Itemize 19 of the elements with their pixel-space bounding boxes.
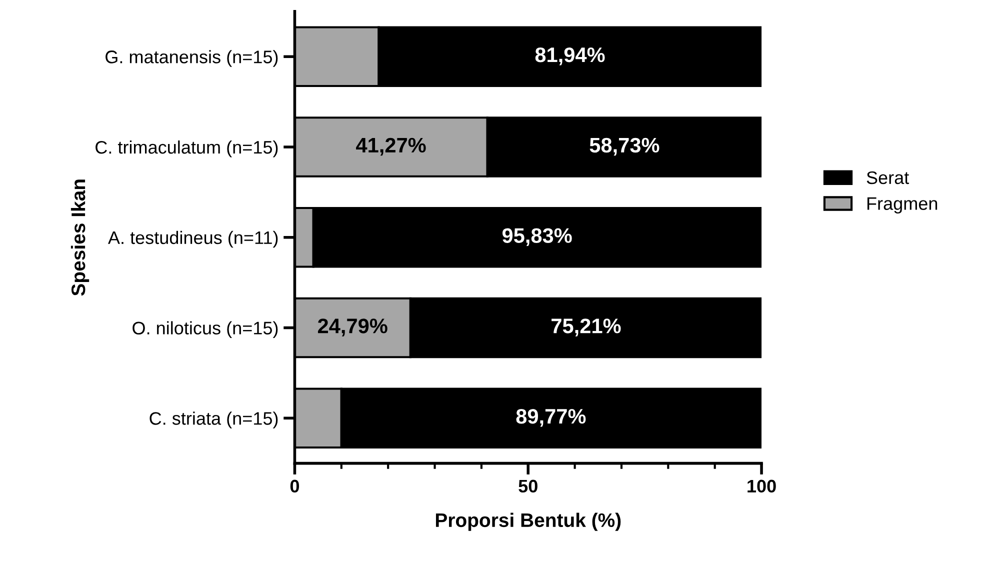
y-tick-label: C. striata (n=15) xyxy=(150,412,278,428)
data-label: 89,77% xyxy=(516,408,586,427)
legend-label: Serat xyxy=(866,171,910,184)
data-label: 58,73% xyxy=(590,138,660,156)
x-tick-label: 100 xyxy=(748,480,776,493)
y-axis-title: Spesies Ikan xyxy=(70,180,90,296)
y-tick-label: C. trimaculatum (n=15) xyxy=(96,140,278,158)
data-label: 75,21% xyxy=(552,318,621,336)
x-axis-title: Proporsi Bentuk (%) xyxy=(436,512,621,531)
legend-label: Fragmen xyxy=(867,197,938,214)
data-label: 41,27% xyxy=(356,138,426,156)
y-tick-label: G. matanensis (n=15) xyxy=(106,50,278,67)
data-label: 81,94% xyxy=(535,47,605,66)
x-tick-label: 50 xyxy=(518,480,538,493)
data-label: 95,83% xyxy=(502,228,572,246)
data-label: 24,79% xyxy=(318,318,388,336)
y-tick-label: A. testudineus (n=11) xyxy=(108,230,278,248)
x-tick-label: 0 xyxy=(290,480,300,493)
y-tick-label: O. niloticus (n=15) xyxy=(132,321,278,338)
